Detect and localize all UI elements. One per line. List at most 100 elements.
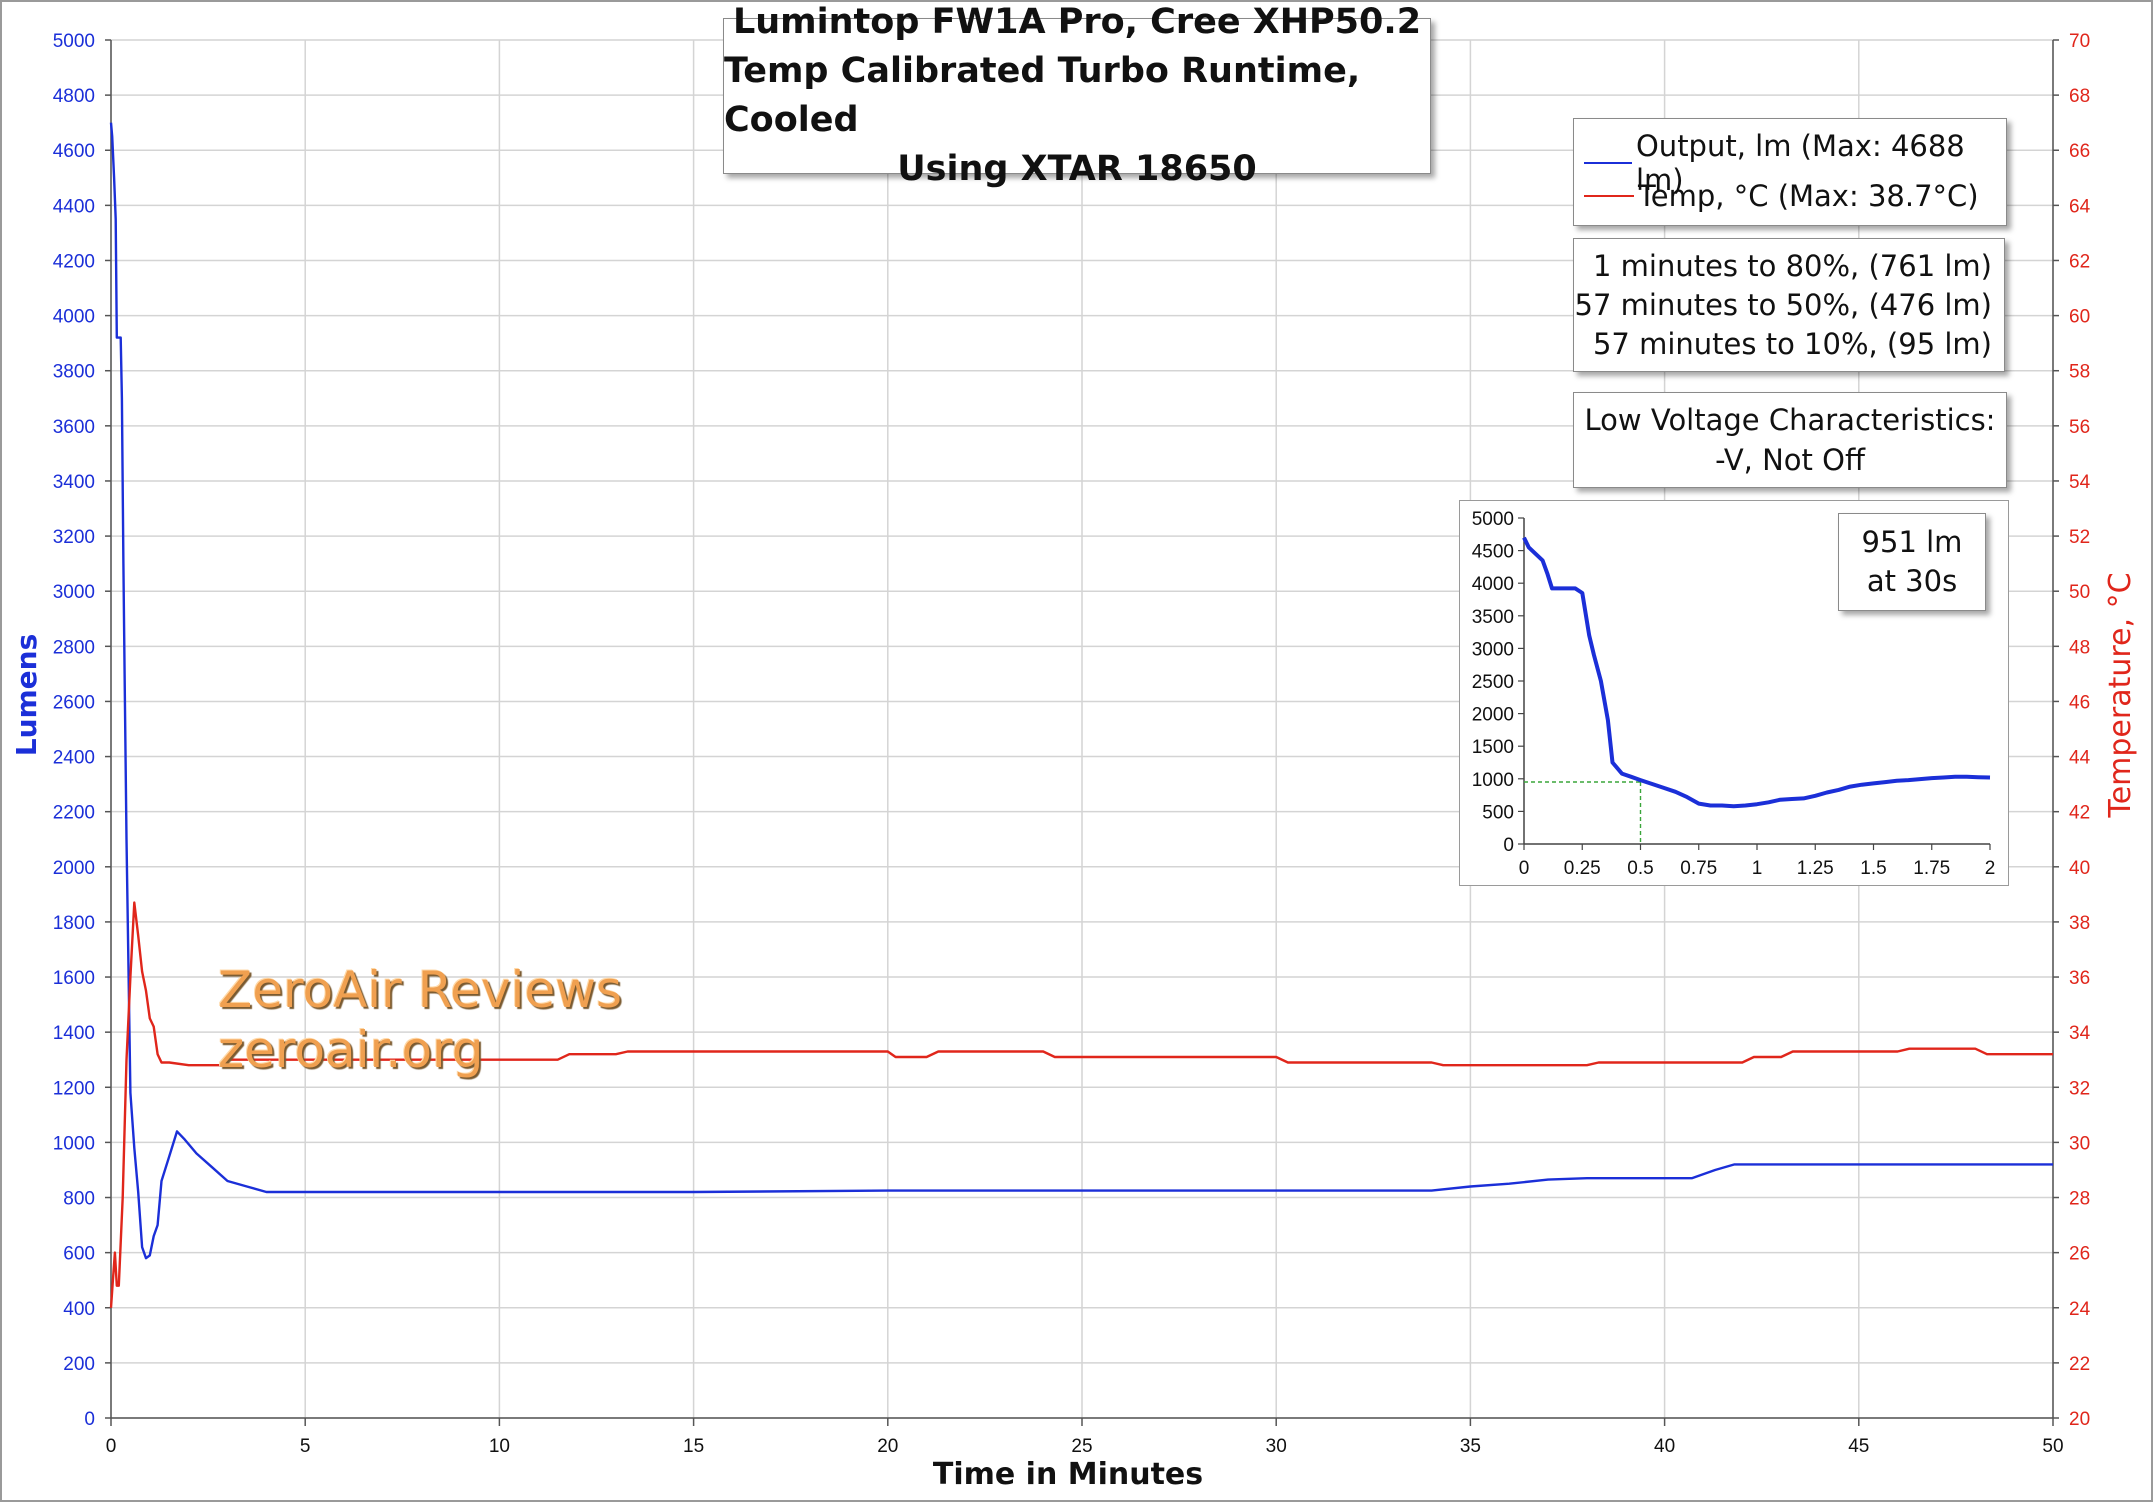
low-voltage-note: Low Voltage Characteristics: -V, Not Off [1573,392,2007,488]
inset-x-tick-label: 2 [1985,858,1996,879]
stat-10-percent: 57 minutes to 10%, (95 lm) [1592,326,1992,361]
title-line-3: Using XTAR 18650 [897,149,1257,189]
y-tick-label: 5000 [53,31,95,52]
x-tick-label: 35 [1460,1436,1481,1457]
title-line-2: Temp Calibrated Turbo Runtime, Cooled [724,51,1361,140]
x-tick-label: 15 [683,1436,704,1457]
y2-axis-label: Temperature, °C [2103,572,2138,818]
chart-title: Lumintop FW1A Pro, Cree XHP50.2 Temp Cal… [723,2,1431,189]
y2-tick-label: 28 [2069,1189,2090,1210]
y-tick-label: 2800 [53,637,95,658]
y2-tick-label: 48 [2069,637,2090,658]
y2-tick-label: 22 [2069,1354,2090,1375]
inset-y-tick-label: 2000 [1472,705,1514,726]
inset-y-tick-label: 4500 [1472,542,1514,563]
inset-x-tick-label: 0 [1519,858,1530,879]
y2-tick-label: 36 [2069,968,2090,989]
y-tick-label: 1600 [53,968,95,989]
y2-tick-label: 62 [2069,251,2090,272]
y-tick-label: 2000 [53,858,95,879]
inset-x-tick-label: 0.25 [1564,858,1601,879]
watermark-line-2: zeroair.org [218,1021,484,1079]
y-tick-label: 1800 [53,913,95,934]
y2-tick-label: 44 [2069,748,2091,769]
title-line-1: Lumintop FW1A Pro, Cree XHP50.2 [732,2,1422,42]
x-axis-label: Time in Minutes [933,1457,1203,1492]
inset-note: 951 lm at 30s [1838,513,1986,611]
y2-tick-label: 24 [2069,1299,2091,1320]
inset-y-tick-label: 500 [1482,802,1514,823]
inset-y-tick-label: 1500 [1472,737,1514,758]
inset-y-tick-label: 3500 [1472,607,1514,628]
legend-swatch-output [1584,162,1632,164]
x-tick-label: 30 [1266,1436,1287,1457]
y2-tick-label: 58 [2069,362,2090,383]
watermark: ZeroAir Reviews zeroair.org [218,960,622,1080]
y-tick-label: 200 [63,1354,95,1375]
y-tick-label: 0 [84,1409,95,1430]
y-tick-label: 1000 [53,1133,95,1154]
legend-label-output: Output, lm (Max: 4688 lm) [1635,129,1965,197]
y2-tick-label: 56 [2069,417,2090,438]
low-voltage-value: -V, Not Off [1715,443,1865,477]
y-tick-label: 3200 [53,527,95,548]
y-tick-label: 4800 [53,86,95,107]
y2-tick-label: 46 [2069,692,2090,713]
legend-item-temp: Temp, °C (Max: 38.7°C) [1584,179,1979,213]
inset-x-tick-label: 0.75 [1680,858,1717,879]
inset-x-tick-label: 1.75 [1913,858,1950,879]
inset-x-tick-label: 0.5 [1627,858,1653,879]
stat-50-percent: 57 minutes to 50%, (476 lm) [1574,287,1992,322]
x-tick-label: 45 [1848,1436,1869,1457]
inset-y-tick-label: 4000 [1472,574,1514,595]
y-tick-label: 800 [63,1189,95,1210]
y-axis-label: Lumens [10,634,43,757]
y-tick-label: 2200 [53,803,95,824]
stat-80-percent: 1 minutes to 80%, (761 lm) [1592,248,1992,283]
y-tick-label: 3400 [53,472,95,493]
watermark-line-1: ZeroAir Reviews [218,961,623,1019]
y-tick-label: 4200 [53,251,95,272]
legend-item-output: Output, lm (Max: 4688 lm) [1584,129,2006,197]
x-tick-label: 50 [2042,1436,2063,1457]
y-tick-label: 3000 [53,582,95,603]
y2-tick-label: 30 [2069,1133,2090,1154]
y2-tick-label: 70 [2069,31,2090,52]
y2-tick-label: 42 [2069,803,2090,824]
runtime-stats: 1 minutes to 80%, (761 lm) 57 minutes to… [1573,238,2005,372]
x-tick-label: 0 [106,1436,117,1457]
tick-labels: 0200400600800100012001400160018002000220… [53,31,2091,1457]
y2-tick-label: 60 [2069,307,2090,328]
y2-tick-label: 32 [2069,1078,2090,1099]
y2-tick-label: 34 [2069,1023,2091,1044]
y2-tick-label: 68 [2069,86,2090,107]
inset-chart: 0 500 1000 1500 2000 2500 3000 3500 4000 4500 5000… [1472,509,1996,879]
inset-y-tick-label: 1000 [1472,770,1514,791]
series-layer [109,122,2053,1308]
inset-x-tick-label: 1.5 [1860,858,1886,879]
y2-tick-label: 50 [2069,582,2090,603]
y-tick-label: 3800 [53,362,95,383]
y2-tick-label: 26 [2069,1244,2090,1265]
x-tick-label: 40 [1654,1436,1675,1457]
x-tick-label: 25 [1071,1436,1092,1457]
y-tick-label: 4600 [53,141,95,162]
inset-y-tick-label: 2500 [1472,672,1514,693]
y-tick-label: 1200 [53,1078,95,1099]
inset-note-value: 951 lm [1861,525,1963,559]
series-line-temp [109,901,2053,1308]
inset-x-tick-label: 1 [1752,858,1763,879]
y2-tick-label: 40 [2069,858,2090,879]
y2-tick-label: 38 [2069,913,2090,934]
y-tick-label: 400 [63,1299,95,1320]
y-tick-label: 3600 [53,417,95,438]
y-tick-label: 1400 [53,1023,95,1044]
inset-series-line-output [1522,536,1991,809]
inset-y-tick-label: 5000 [1472,509,1514,530]
x-tick-label: 20 [877,1436,898,1457]
x-tick-label: 10 [489,1436,510,1457]
y2-tick-label: 20 [2069,1409,2090,1430]
y-tick-label: 2600 [53,692,95,713]
y-tick-label: 2400 [53,748,95,769]
axes [105,39,2059,1426]
